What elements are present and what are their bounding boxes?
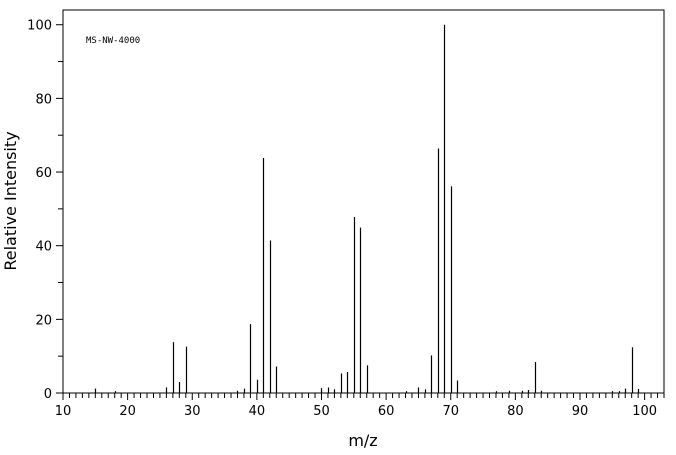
x-tick-label: 30	[184, 404, 201, 419]
spectrum-id-annotation: MS-NW-4000	[86, 36, 140, 46]
x-axis-title: m/z	[348, 431, 377, 450]
x-tick-label: 60	[378, 404, 395, 419]
x-tick-label: 100	[632, 404, 657, 419]
x-tick-label: 90	[572, 404, 589, 419]
y-tick-label: 20	[35, 313, 52, 328]
x-tick-label: 50	[313, 404, 330, 419]
y-tick-label: 40	[35, 240, 52, 255]
x-tick-label: 20	[119, 404, 136, 419]
x-tick-label: 40	[249, 404, 266, 419]
y-tick-label: 0	[44, 387, 52, 402]
y-axis-ticks: 0 20 40 60 80 100	[27, 19, 63, 402]
y-tick-label: 60	[35, 166, 52, 181]
y-axis-title: Relative Intensity	[1, 131, 20, 270]
peak-series	[94, 24, 640, 393]
x-axis-ticks: 10 20 30 40 50 60 70 80 90 100	[55, 393, 665, 419]
x-tick-label: 10	[55, 404, 72, 419]
y-tick-label: 100	[27, 19, 52, 34]
plot-frame	[62, 9, 665, 394]
x-tick-label: 80	[507, 404, 524, 419]
y-tick-label: 80	[35, 92, 52, 107]
x-tick-label: 70	[442, 404, 459, 419]
